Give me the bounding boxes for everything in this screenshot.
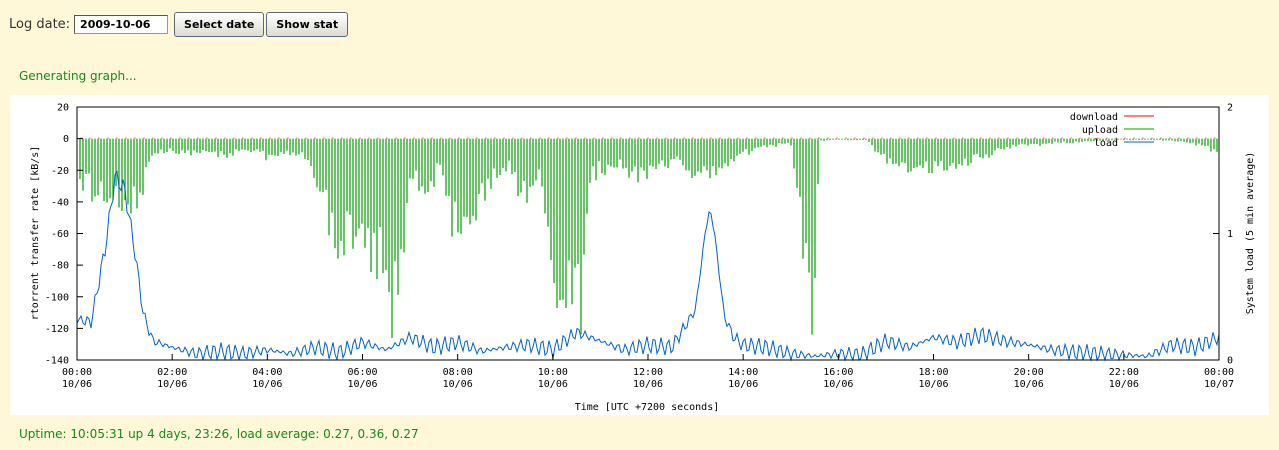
x-tick-time: 02:00	[157, 367, 187, 378]
y-tick-label: -60	[51, 229, 69, 240]
x-axis-label: Time [UTC +7200 seconds]	[575, 402, 720, 413]
y2-tick-label: 1	[1227, 229, 1233, 240]
x-tick-date: 10/06	[633, 379, 663, 390]
x-tick-time: 22:00	[1109, 367, 1139, 378]
x-tick-date: 10/06	[1014, 379, 1044, 390]
x-tick-date: 10/07	[1204, 379, 1234, 390]
legend-label-load: load	[1094, 138, 1118, 149]
y-tick-label: -20	[51, 166, 69, 177]
y-tick-label: -140	[45, 356, 69, 367]
x-tick-date: 10/06	[62, 379, 92, 390]
x-tick-time: 00:00	[1204, 367, 1234, 378]
show-stat-button[interactable]: Show stat	[266, 11, 349, 37]
y-tick-label: -40	[51, 197, 69, 208]
legend-label-upload: upload	[1082, 125, 1118, 136]
x-tick-time: 08:00	[443, 367, 473, 378]
y2-axis-label: System load (5 min average)	[1245, 152, 1256, 315]
log-date-input[interactable]	[74, 14, 169, 34]
transfer-rate-graph: 20 0 -20 -40 -60 -80 -100 -120 -140 2 1 0 00:00 10/06…	[10, 95, 1269, 415]
select-date-button[interactable]: Select date	[174, 11, 265, 37]
x-tick-time: 10:00	[538, 367, 568, 378]
x-tick-time: 00:00	[62, 367, 92, 378]
y-tick-label: -80	[51, 261, 69, 272]
x-tick-date: 10/06	[1109, 379, 1139, 390]
x-tick-date: 10/06	[157, 379, 187, 390]
log-date-toolbar: Log date: Select date Show stat	[9, 11, 350, 37]
x-tick-time: 16:00	[823, 367, 853, 378]
y2-tick-label: 0	[1227, 356, 1233, 367]
x-tick-time: 18:00	[918, 367, 948, 378]
x-tick-date: 10/06	[252, 379, 282, 390]
y-axis-label: rtorrent transfer rate [kB/s]	[30, 146, 41, 321]
x-tick-date: 10/06	[823, 379, 853, 390]
x-tick-date: 10/06	[728, 379, 758, 390]
log-date-label: Log date:	[9, 16, 71, 32]
x-tick-time: 04:00	[252, 367, 282, 378]
x-tick-date: 10/06	[538, 379, 568, 390]
x-tick-date: 10/06	[443, 379, 473, 390]
x-tick-time: 20:00	[1014, 367, 1044, 378]
y2-tick-label: 2	[1227, 103, 1233, 114]
y-tick-label: 0	[63, 134, 69, 145]
y-tick-label: 20	[57, 103, 69, 114]
y-tick-label: -120	[45, 324, 69, 335]
legend-label-download: download	[1070, 112, 1118, 123]
x-tick-time: 14:00	[728, 367, 758, 378]
transfer-rate-chart: 200-20-40-60-80-100-120-14021000:0010/06…	[30, 103, 1256, 414]
x-tick-time: 12:00	[633, 367, 663, 378]
y-tick-label: -100	[45, 292, 69, 303]
uptime-info: Uptime: 10:05:31 up 4 days, 23:26, load …	[19, 427, 419, 441]
x-tick-date: 10/06	[918, 379, 948, 390]
load-line	[76, 170, 1220, 362]
x-tick-time: 06:00	[347, 367, 377, 378]
status-message: Generating graph...	[19, 69, 137, 83]
x-tick-date: 10/06	[347, 379, 377, 390]
